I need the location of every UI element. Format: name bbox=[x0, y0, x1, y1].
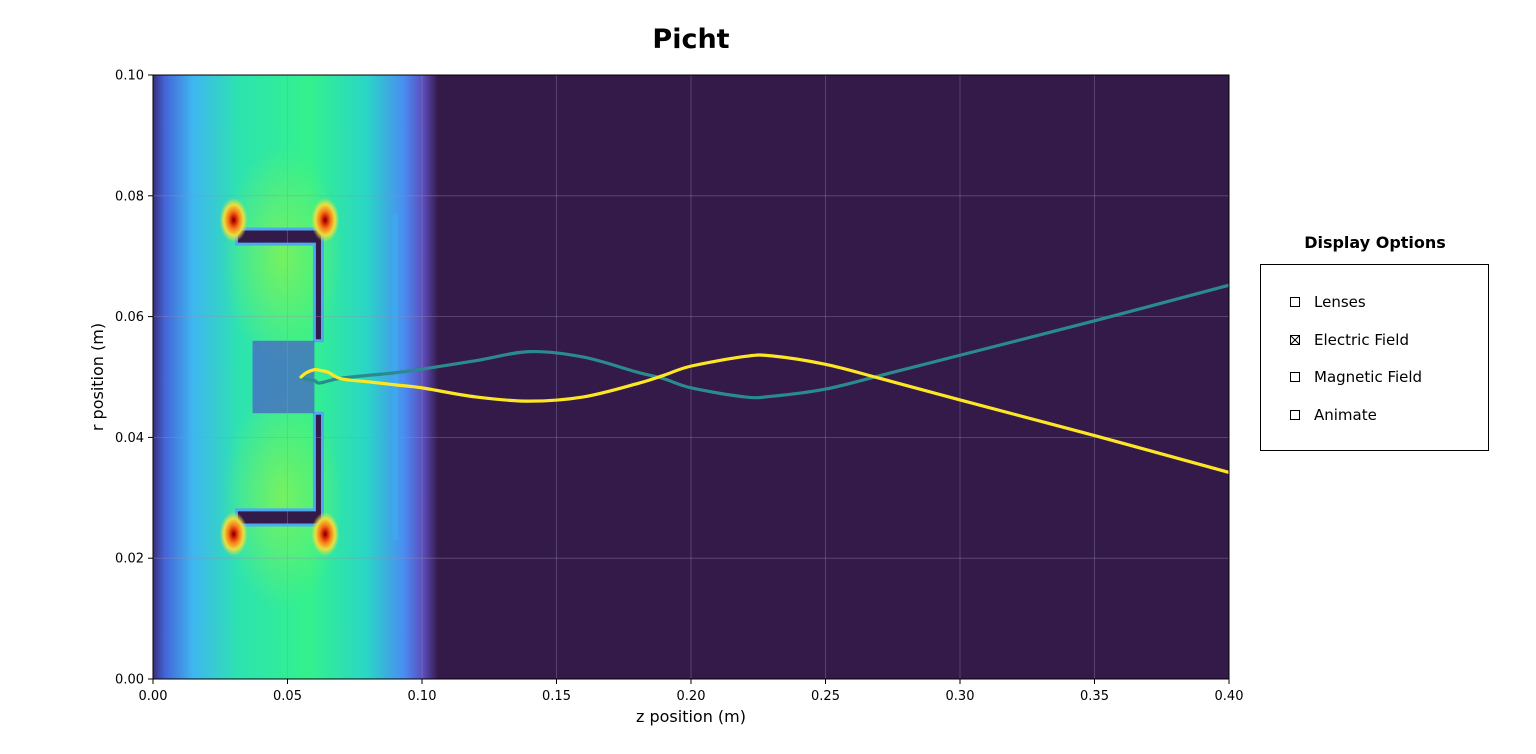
x-tick-label: 0.10 bbox=[408, 689, 437, 704]
field-edge bbox=[392, 213, 399, 541]
y-axis-ticks: 0.00 0.02 0.04 0.06 0.08 0.10 bbox=[115, 69, 153, 688]
option-label: Electric Field bbox=[1314, 331, 1409, 349]
magnetic-field-checkbox[interactable] bbox=[1290, 372, 1300, 382]
y-axis-label: r position (m) bbox=[88, 323, 107, 431]
x-tick-label: 0.00 bbox=[139, 689, 168, 704]
option-magnetic-field[interactable]: Magnetic Field bbox=[1290, 366, 1422, 388]
field-hot-spot bbox=[219, 197, 248, 242]
trajectory-line-1 bbox=[299, 283, 1229, 400]
option-animate[interactable]: Animate bbox=[1290, 404, 1377, 426]
trajectories bbox=[299, 283, 1229, 475]
field-glow bbox=[222, 146, 343, 367]
y-tick-label: 0.00 bbox=[115, 673, 144, 688]
option-label: Magnetic Field bbox=[1314, 368, 1423, 386]
x-axis-label: z position (m) bbox=[636, 707, 746, 726]
animate-checkbox[interactable] bbox=[1290, 410, 1300, 420]
electric-field-overlay bbox=[153, 75, 439, 679]
trajectory-line-2 bbox=[299, 353, 1229, 475]
y-tick-label: 0.10 bbox=[115, 69, 144, 84]
field-hot-spot bbox=[311, 512, 340, 557]
field-hot-spot bbox=[219, 512, 248, 557]
option-label: Animate bbox=[1314, 406, 1377, 424]
y-tick-label: 0.04 bbox=[115, 431, 144, 446]
lenses-checkbox[interactable] bbox=[1290, 297, 1300, 307]
x-axis-ticks: 0.00 0.05 0.10 0.15 0.20 0.25 0.30 0.35 0.40 bbox=[139, 679, 1244, 704]
field-gap bbox=[252, 340, 315, 414]
option-lenses[interactable]: Lenses bbox=[1290, 291, 1366, 313]
electric-field-checkbox[interactable] bbox=[1290, 335, 1300, 345]
x-tick-label: 0.20 bbox=[677, 689, 706, 704]
display-options-title: Display Options bbox=[1304, 233, 1446, 252]
x-tick-label: 0.30 bbox=[946, 689, 975, 704]
x-tick-label: 0.05 bbox=[273, 689, 302, 704]
y-tick-label: 0.02 bbox=[115, 552, 144, 567]
y-tick-label: 0.08 bbox=[115, 189, 144, 204]
x-tick-label: 0.35 bbox=[1080, 689, 1109, 704]
display-options-panel: Lenses Electric Field Magnetic Field Ani… bbox=[1260, 264, 1489, 451]
x-tick-label: 0.40 bbox=[1215, 689, 1244, 704]
field-hot-spot bbox=[311, 197, 340, 242]
x-tick-label: 0.25 bbox=[811, 689, 840, 704]
y-tick-label: 0.06 bbox=[115, 310, 144, 325]
x-tick-label: 0.15 bbox=[542, 689, 571, 704]
option-electric-field[interactable]: Electric Field bbox=[1290, 329, 1409, 351]
chart-title: Picht bbox=[652, 24, 729, 55]
option-label: Lenses bbox=[1314, 293, 1366, 311]
field-glow bbox=[222, 387, 343, 608]
